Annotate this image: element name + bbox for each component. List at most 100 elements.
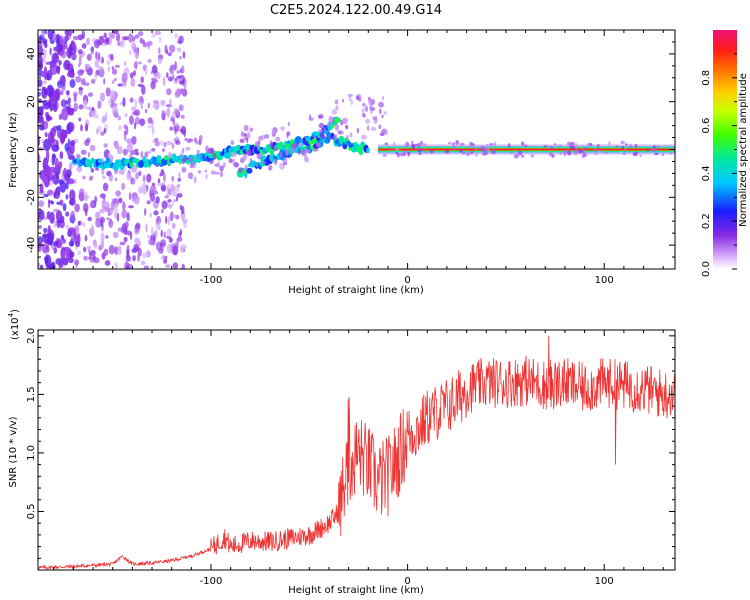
noise-blob bbox=[172, 245, 179, 256]
noise-blob bbox=[142, 41, 148, 48]
colorbar-tick-label: 0.0 bbox=[701, 261, 712, 277]
noise-blob bbox=[150, 80, 156, 90]
noise-blob bbox=[147, 102, 150, 109]
halo-blob bbox=[228, 158, 233, 164]
noise-blob bbox=[78, 55, 82, 66]
halo-blob bbox=[273, 158, 278, 166]
noise-blob bbox=[106, 59, 111, 65]
halo-blob bbox=[349, 132, 353, 138]
noise-blob bbox=[156, 215, 162, 225]
noise-blob bbox=[101, 115, 107, 124]
x-tick-label: 100 bbox=[595, 576, 614, 587]
halo-blob bbox=[345, 125, 349, 130]
noise-blob bbox=[111, 68, 118, 75]
noise-blob bbox=[113, 140, 117, 147]
noise-blob bbox=[48, 200, 54, 204]
noise-blob bbox=[159, 140, 164, 146]
noise-blob bbox=[53, 220, 57, 228]
noise-blob bbox=[74, 225, 80, 234]
line-fleck bbox=[604, 151, 608, 154]
noise-blob bbox=[86, 245, 92, 250]
noise-blob bbox=[56, 219, 64, 224]
noise-blob bbox=[128, 205, 134, 209]
noise-blob bbox=[38, 98, 42, 104]
line-fleck bbox=[451, 142, 456, 146]
halo-blob bbox=[212, 153, 217, 160]
noise-blob bbox=[116, 212, 120, 222]
noise-blob bbox=[126, 138, 132, 144]
noise-blob bbox=[171, 222, 176, 229]
noise-blob bbox=[176, 193, 183, 198]
halo-blob bbox=[243, 124, 249, 132]
noise-blob bbox=[108, 173, 113, 182]
noise-blob bbox=[108, 32, 115, 37]
snr-x-ticks: -100 0 100 bbox=[53, 330, 664, 587]
noise-blob bbox=[126, 265, 130, 269]
noise-blob bbox=[137, 253, 141, 262]
noise-blob bbox=[177, 177, 181, 182]
noise-blob bbox=[78, 117, 82, 122]
halo-blob bbox=[215, 171, 220, 175]
noise-blob bbox=[78, 220, 82, 226]
noise-blob bbox=[97, 51, 100, 61]
y-tick-label: 0.5 bbox=[26, 504, 37, 520]
noise-blob bbox=[90, 51, 94, 55]
noise-blob bbox=[104, 260, 111, 266]
halo-blob bbox=[188, 156, 194, 163]
halo-blob bbox=[326, 123, 332, 127]
noise-blob bbox=[155, 241, 162, 251]
noise-blob bbox=[176, 47, 182, 53]
noise-blob bbox=[38, 225, 42, 229]
noise-blob bbox=[48, 99, 52, 108]
noise-blob bbox=[129, 115, 134, 125]
line-fleck bbox=[422, 143, 427, 147]
halo-blob bbox=[187, 172, 194, 180]
noise-blob bbox=[63, 167, 67, 178]
noise-blob bbox=[164, 195, 169, 199]
noise-blob bbox=[63, 258, 69, 266]
noise-blob bbox=[135, 172, 139, 180]
noise-blob bbox=[115, 190, 121, 197]
noise-blob bbox=[103, 248, 109, 256]
noise-blob bbox=[167, 52, 172, 57]
noise-blob bbox=[114, 64, 120, 68]
noise-blob bbox=[165, 264, 171, 268]
halo-blob bbox=[246, 137, 249, 144]
line-fleck bbox=[523, 144, 528, 147]
halo-blob bbox=[230, 140, 235, 146]
halo-blob bbox=[249, 127, 254, 132]
colorbar-tick-label: 0.4 bbox=[701, 165, 712, 181]
noise-blob bbox=[61, 107, 69, 121]
colorbar-tick-label: 0.8 bbox=[701, 70, 712, 86]
noise-blob bbox=[131, 42, 137, 51]
noise-blob bbox=[163, 172, 166, 183]
noise-blob bbox=[43, 66, 48, 81]
noise-blob bbox=[174, 122, 178, 127]
noise-blob bbox=[121, 72, 128, 83]
noise-blob bbox=[55, 210, 63, 222]
noise-blob bbox=[83, 82, 90, 86]
line-fleck bbox=[417, 147, 421, 152]
line-fleck bbox=[521, 141, 525, 146]
noise-blob bbox=[139, 118, 146, 126]
noise-blob bbox=[40, 70, 46, 78]
noise-blob bbox=[93, 114, 99, 119]
noise-blob bbox=[90, 249, 96, 256]
noise-blob bbox=[140, 151, 144, 158]
noise-blob bbox=[72, 35, 79, 41]
halo-blob bbox=[271, 130, 275, 135]
line-fleck bbox=[403, 150, 408, 153]
noise-blob bbox=[144, 207, 147, 216]
noise-blob bbox=[154, 30, 161, 36]
noise-blob bbox=[97, 100, 102, 109]
noise-blob bbox=[166, 88, 172, 96]
halo-blob bbox=[280, 126, 285, 131]
line-fleck bbox=[573, 153, 578, 156]
halo-blob bbox=[185, 146, 191, 151]
noise-blob bbox=[42, 80, 47, 85]
line-fleck bbox=[608, 141, 611, 146]
noise-blob bbox=[49, 211, 55, 224]
noise-blob bbox=[95, 51, 98, 60]
noise-blob bbox=[166, 49, 169, 55]
halo-blob bbox=[356, 95, 360, 100]
